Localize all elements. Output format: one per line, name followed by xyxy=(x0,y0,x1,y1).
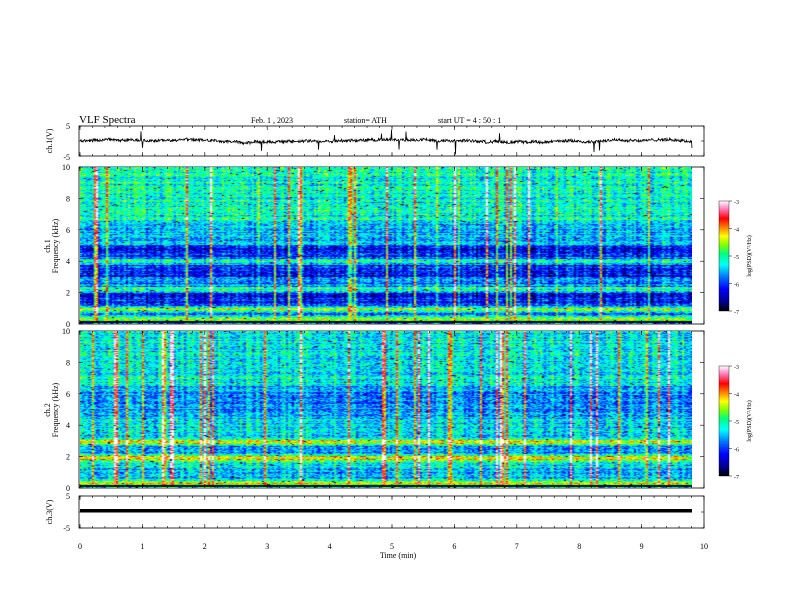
ch3-ylabel: ch.3(V) xyxy=(45,499,54,524)
ch1-spec-ylabel: Frequency (kHz) xyxy=(51,218,60,273)
x-tick-label: 1 xyxy=(140,542,144,551)
x-tick-label: 6 xyxy=(452,542,456,551)
x-axis-label: Time (min) xyxy=(380,551,417,560)
ch1-ytick-neg5: -5 xyxy=(63,153,70,162)
colorbar-tick-label: -7 xyxy=(734,310,739,316)
colorbar-tick-label: -3 xyxy=(734,365,739,371)
x-tick-label: 2 xyxy=(203,542,207,551)
freq-tick-label: 6 xyxy=(66,390,70,399)
header-station: station= ATH xyxy=(344,116,387,125)
x-tick-label: 10 xyxy=(700,542,708,551)
colorbar-tick-label: -7 xyxy=(734,475,739,481)
ch2-colorbar xyxy=(718,365,730,477)
x-tick-labels: 0 1 2 3 4 5 6 7 8 9 10 xyxy=(78,542,708,551)
ch2-spectrogram-image xyxy=(80,331,692,488)
ch1-waveform-line xyxy=(79,129,693,155)
x-tick-label: 0 xyxy=(78,542,82,551)
ch2-spec-ylabel: Frequency (kHz) xyxy=(51,382,60,437)
freq-tick-label: 6 xyxy=(66,226,70,235)
x-tick-label: 3 xyxy=(265,542,269,551)
ch1-ylabel: ch.1(V) xyxy=(45,128,54,153)
ch1-colorbar-label: log(PSD)(V²/Hz) xyxy=(746,235,753,276)
x-tick-label: 5 xyxy=(390,542,394,551)
panel-tick-marks xyxy=(79,126,705,528)
ch3-ytick-neg5: -5 xyxy=(63,524,70,533)
ch1-spec-channel-label: ch.1 xyxy=(43,239,52,253)
colorbar-tick-label: -6 xyxy=(734,283,739,289)
ch2-spec-channel-label: ch.2 xyxy=(43,403,52,417)
ch1-ytick-5: 5 xyxy=(66,122,70,131)
colorbar-tick-label: -5 xyxy=(734,255,739,261)
freq-tick-label: 2 xyxy=(66,453,70,462)
ch1-colorbar-ticks: -3 -4 -5 -6 -7 xyxy=(729,200,739,316)
ch1-spec-yticks: 0 2 4 6 8 10 xyxy=(62,163,704,329)
freq-tick-label: 10 xyxy=(62,327,70,336)
ch2-spec-yticks: 0 2 4 6 8 10 xyxy=(62,327,704,493)
colorbar-tick-label: -3 xyxy=(734,200,739,206)
freq-tick-label: 4 xyxy=(66,257,70,266)
colorbar-tick-label: -5 xyxy=(734,420,739,426)
header-start-time: start UT = 4 : 50 : 1 xyxy=(438,116,501,125)
x-tick-label: 9 xyxy=(640,542,644,551)
colorbar-tick-label: -4 xyxy=(734,393,739,399)
colorbar-tick-label: -6 xyxy=(734,448,739,454)
freq-tick-label: 4 xyxy=(66,421,70,430)
freq-tick-label: 8 xyxy=(66,358,70,367)
ch3-ytick-5: 5 xyxy=(66,492,70,501)
x-tick-label: 7 xyxy=(515,542,519,551)
ch3-waveform-line xyxy=(80,509,692,513)
ch1-spectrogram-image xyxy=(80,167,692,324)
ch2-colorbar-ticks: -3 -4 -5 -6 -7 xyxy=(729,365,739,481)
ch1-colorbar xyxy=(718,200,730,312)
colorbar-tick-label: -4 xyxy=(734,228,739,234)
freq-tick-label: 10 xyxy=(62,163,70,172)
freq-tick-label: 0 xyxy=(66,320,70,329)
figure-title: VLF Spectra xyxy=(79,114,136,126)
ch2-colorbar-label: log(PSD)(V²/Hz) xyxy=(746,400,753,441)
freq-tick-label: 2 xyxy=(66,289,70,298)
x-tick-label: 8 xyxy=(577,542,581,551)
freq-tick-label: 0 xyxy=(66,484,70,493)
header-date: Feb. 1 , 2023 xyxy=(251,116,293,125)
freq-tick-label: 8 xyxy=(66,194,70,203)
x-tick-label: 4 xyxy=(328,542,332,551)
